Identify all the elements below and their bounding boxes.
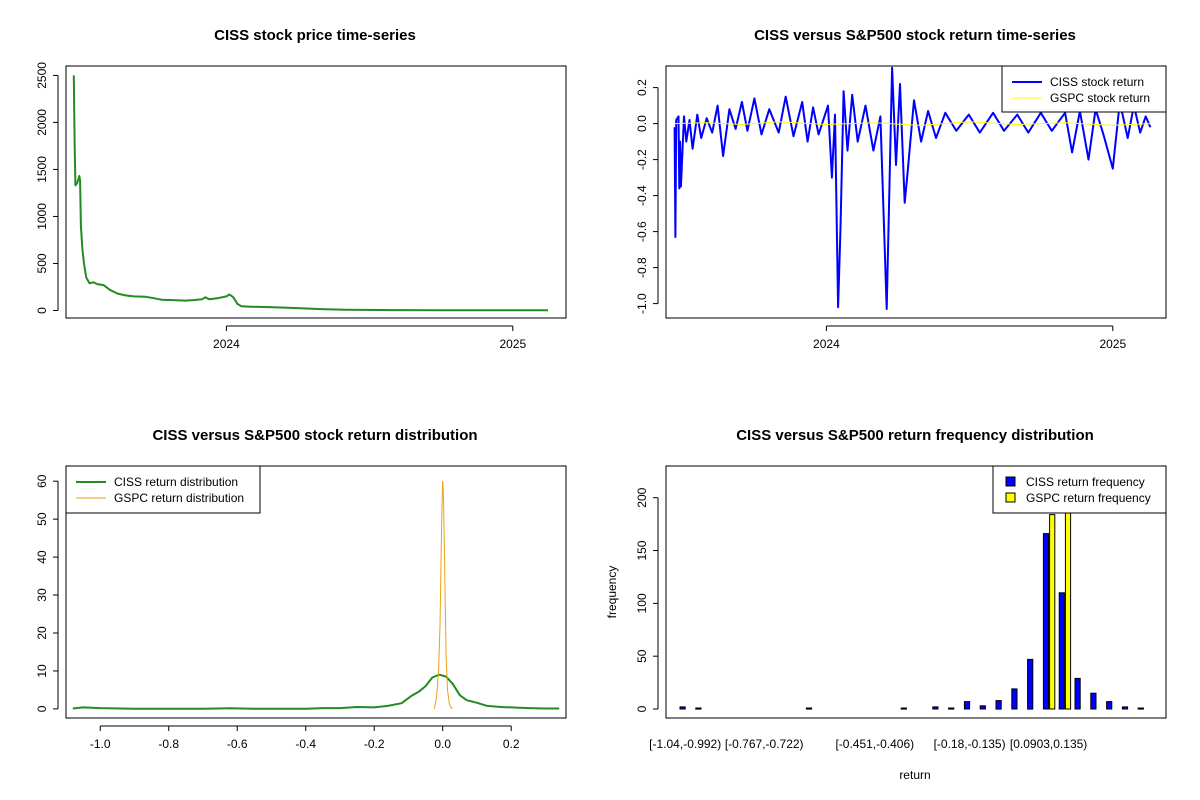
legend-label-gspc: GSPC stock return <box>1050 91 1150 105</box>
bar-0-18 <box>963 701 971 710</box>
x-tick-label: -1.0 <box>90 737 111 751</box>
bar-0-28 <box>1121 706 1129 710</box>
legend-label-gspc: GSPC return frequency <box>1026 491 1151 505</box>
y-axis-label: frequency <box>605 566 619 619</box>
series-line-1 <box>433 480 453 710</box>
legend-label-ciss: CISS return frequency <box>1026 475 1145 489</box>
y-tick-label: 0.2 <box>635 79 649 96</box>
y-tick-label: -0.4 <box>635 185 649 206</box>
series-line-0 <box>673 66 1152 310</box>
x-tick-label: -0.4 <box>295 737 316 751</box>
bar-0-26 <box>1090 692 1097 710</box>
plot-area: 0.2 0.0 -0.2 -0.4 -0.6 -0.8 -1.0 2024 2025 <box>635 66 1152 351</box>
bar-0-21 <box>1011 688 1018 710</box>
return-time-series-chart: CISS versus S&P500 stock return time-ser… <box>635 27 1167 351</box>
y-tick-label: 10 <box>35 664 49 678</box>
y-tick-label: 0 <box>35 307 49 314</box>
plot-frame <box>65 65 567 319</box>
plot-frame <box>65 465 567 719</box>
x-tick-label: [-1.04,-0.992) <box>649 737 721 751</box>
y-tick-label: 20 <box>35 626 49 640</box>
y-tick-label: 500 <box>35 253 49 273</box>
y-tick-label: 30 <box>35 588 49 602</box>
x-tick-label: -0.6 <box>227 737 248 751</box>
plot-area: 0 10 20 30 40 50 60 -1.0 -0.8 -0.6 -0.4 -0.2 0.0 0.2 <box>35 474 560 751</box>
legend-box <box>65 465 261 514</box>
x-tick-label: [-0.767,-0.722) <box>725 737 804 751</box>
bar-0-17 <box>948 707 955 710</box>
legend-label-ciss: CISS return distribution <box>114 475 238 489</box>
plot-area: 0 500 1000 1500 2000 2500 2024 2025 <box>35 62 548 351</box>
y-tick-label: -0.2 <box>635 149 649 170</box>
y-tick-label: 0.0 <box>635 115 649 132</box>
legend-label-gspc: GSPC return distribution <box>114 491 244 505</box>
y-tick-label: 1500 <box>35 156 49 183</box>
bar-1-23 <box>1049 514 1056 710</box>
bar-0-16 <box>932 706 939 710</box>
x-tick-label: 2025 <box>1099 337 1126 351</box>
bar-0-25 <box>1074 677 1081 710</box>
bar-0-20 <box>995 700 1002 710</box>
y-tick-label: 50 <box>635 649 649 663</box>
plot-frame <box>665 465 1167 719</box>
bar-0-8 <box>805 707 813 710</box>
x-tick-label: -0.2 <box>364 737 385 751</box>
bar-0-14 <box>900 707 907 710</box>
chart-title: CISS versus S&P500 stock return time-ser… <box>754 27 1076 44</box>
x-axis-label: return <box>899 768 930 782</box>
y-tick-label: 2500 <box>35 62 49 89</box>
x-tick-label: [0.0903,0.135) <box>1010 737 1087 751</box>
bar-0-27 <box>1106 701 1113 710</box>
x-tick-label: 2025 <box>499 337 526 351</box>
y-tick-label: 1000 <box>35 203 49 230</box>
chart-title: CISS versus S&P500 stock return distribu… <box>152 427 477 444</box>
y-tick-label: -1.0 <box>635 293 649 314</box>
legend-box <box>1001 65 1167 113</box>
y-tick-label: -0.8 <box>635 257 649 278</box>
bar-0-22 <box>1027 658 1034 710</box>
y-tick-label: -0.6 <box>635 221 649 242</box>
x-tick-label: [-0.18,-0.135) <box>934 737 1006 751</box>
y-tick-label: 0 <box>635 705 649 712</box>
series-line-1 <box>674 121 1151 126</box>
x-tick-label: 2024 <box>813 337 840 351</box>
y-tick-label: 0 <box>35 705 49 712</box>
y-tick-label: 200 <box>635 487 649 507</box>
legend-swatch-gspc <box>1005 492 1016 503</box>
bar-0-29 <box>1137 707 1144 710</box>
bar-1-24 <box>1064 497 1072 710</box>
chart-title: CISS versus S&P500 return frequency dist… <box>736 427 1094 444</box>
x-tick-label: 0.0 <box>434 737 451 751</box>
legend: CISS return distribution GSPC return dis… <box>65 465 261 514</box>
y-tick-label: 60 <box>35 474 49 488</box>
series-line-0 <box>72 673 560 710</box>
legend: CISS stock return GSPC stock return <box>1001 65 1167 113</box>
legend-swatch-ciss <box>1005 476 1016 487</box>
legend: CISS return frequency GSPC return freque… <box>992 465 1167 514</box>
y-tick-label: 150 <box>635 540 649 560</box>
chart-title: CISS stock price time-series <box>214 27 416 44</box>
x-tick-label: 2024 <box>213 337 240 351</box>
bar-0-23 <box>1042 533 1050 710</box>
plot-frame <box>665 65 1167 319</box>
series-line-0 <box>72 75 548 312</box>
bar-0-1 <box>695 707 702 710</box>
x-tick-label: 0.2 <box>503 737 520 751</box>
bar-0-24 <box>1058 592 1065 710</box>
x-tick-label: [-0.451,-0.406) <box>835 737 914 751</box>
bar-0-0 <box>679 706 686 710</box>
y-tick-label: 50 <box>35 512 49 526</box>
y-tick-label: 40 <box>35 550 49 564</box>
legend-box <box>992 465 1167 514</box>
frequency-distribution-chart: CISS versus S&P500 return frequency dist… <box>605 427 1167 782</box>
bar-0-19 <box>979 705 986 710</box>
legend-label-ciss: CISS stock return <box>1050 75 1144 89</box>
price-chart: CISS stock price time-series 0 500 1000 150… <box>35 27 567 351</box>
return-distribution-chart: CISS versus S&P500 stock return distribu… <box>35 427 567 751</box>
y-tick-label: 2000 <box>35 109 49 136</box>
x-tick-label: -0.8 <box>158 737 179 751</box>
y-tick-label: 100 <box>635 593 649 613</box>
